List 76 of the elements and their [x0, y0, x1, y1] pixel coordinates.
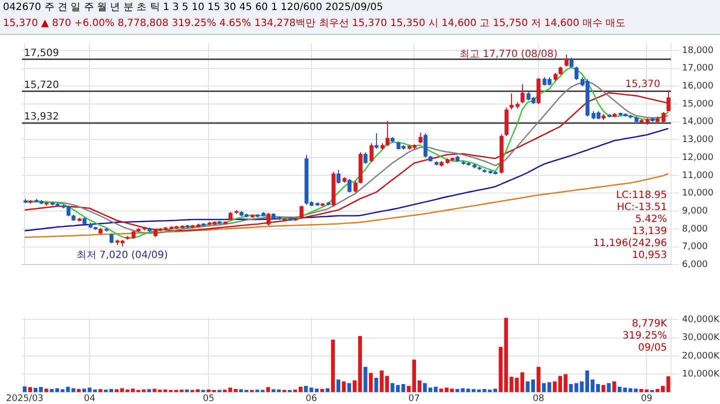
y-tick-label: 10,000 — [682, 188, 714, 199]
ref-line-label: 15,720 — [24, 80, 59, 91]
y-tick-label: 30,000K — [682, 333, 720, 344]
bar — [536, 366, 540, 392]
candlestick — [336, 170, 340, 184]
bar — [364, 366, 368, 392]
bar — [104, 390, 108, 392]
y-tick-label: 16,000 — [682, 82, 714, 92]
x-tick-label: 06 — [306, 394, 318, 404]
y-tick-label: 14,000 — [682, 117, 714, 128]
bar — [347, 383, 352, 392]
ref-line-label: 17,509 — [24, 48, 59, 59]
candlestick — [424, 132, 428, 158]
bar — [368, 372, 373, 392]
bar — [222, 390, 227, 392]
bar — [28, 387, 32, 392]
annotation: 15,370 — [625, 79, 660, 90]
y-tick-label: 6,000 — [682, 260, 708, 270]
candlestick — [374, 132, 378, 150]
bar — [147, 389, 151, 392]
bar — [326, 388, 330, 392]
annotation: 최고 17,770 (08/08) — [460, 49, 558, 60]
y-tick-label: 11,000 — [682, 170, 714, 181]
x-tick-label: 04 — [84, 394, 96, 404]
candlestick — [564, 54, 568, 68]
y-tick-label: 7,000 — [682, 242, 708, 252]
candlestick — [662, 112, 666, 124]
bar — [606, 383, 611, 392]
candlestick — [520, 84, 524, 104]
y-tick-label: 17,000 — [682, 64, 714, 74]
bar — [98, 389, 102, 392]
y-tick-label: 15,000 — [682, 99, 714, 110]
annotation: LC:118.95 — [616, 190, 667, 202]
candlestick — [418, 132, 422, 144]
annotation: 09/05 — [638, 342, 667, 354]
y-tick-label: 13,000 — [682, 135, 714, 146]
annotation: 8,779K — [632, 318, 668, 330]
candlestick — [574, 66, 578, 80]
candlestick — [666, 90, 670, 112]
candlestick — [370, 142, 374, 163]
annotation: HC:-13.51 — [616, 202, 667, 214]
chart-subtitle: 15,370 ▲ 870 +6.00% 8,778,808 319.25% 4.65% 134,278백만 최우선 15,370 15,350 시 14,600 고 15,750 저 14,600 매수 매도 — [3, 17, 627, 31]
x-tick-label: 05 — [202, 394, 214, 404]
x-tick-label: 09 — [640, 394, 653, 404]
candlestick — [300, 205, 304, 219]
candlestick — [510, 92, 514, 110]
y-tick-label: 10,000K — [682, 369, 720, 380]
candlestick — [348, 178, 352, 193]
annotation: 13,139 — [632, 226, 667, 238]
annotation: 5.42% — [635, 214, 667, 226]
annotation: 319.25% — [622, 330, 667, 342]
x-tick-label: 08 — [532, 394, 544, 404]
ref-line-label: 13,932 — [24, 112, 59, 123]
y-tick-label: 8,000 — [682, 224, 708, 234]
bar — [374, 378, 378, 392]
y-tick-label: 12,000 — [682, 152, 714, 163]
bar — [602, 384, 606, 392]
chart-title: 042670 주 견 일 주 월 년 분 초 틱 1 3 5 10 15 30 45 60 1 120/600 2025/09/05 — [3, 1, 384, 15]
y-tick-label: 20,000K — [682, 351, 720, 362]
bar — [255, 390, 260, 392]
annotation: 10,953 — [632, 250, 667, 262]
y-tick-label: 9,000 — [682, 206, 708, 216]
candlestick — [570, 57, 574, 68]
annotation: 11,196(242,96 — [593, 238, 667, 250]
y-tick-label: 40,000K — [682, 315, 720, 326]
bar — [336, 380, 340, 392]
candlestick — [266, 212, 270, 226]
bar — [185, 389, 189, 392]
candlestick — [364, 152, 368, 164]
candlestick — [110, 232, 114, 244]
x-tick-label: 2025/03 — [6, 394, 44, 404]
bar — [266, 387, 270, 392]
bar — [331, 340, 335, 392]
y-tick-label: 18,000 — [682, 46, 714, 56]
x-tick-label: 07 — [408, 394, 420, 404]
annotation: 최저 7,020 (04/09) — [76, 250, 168, 261]
